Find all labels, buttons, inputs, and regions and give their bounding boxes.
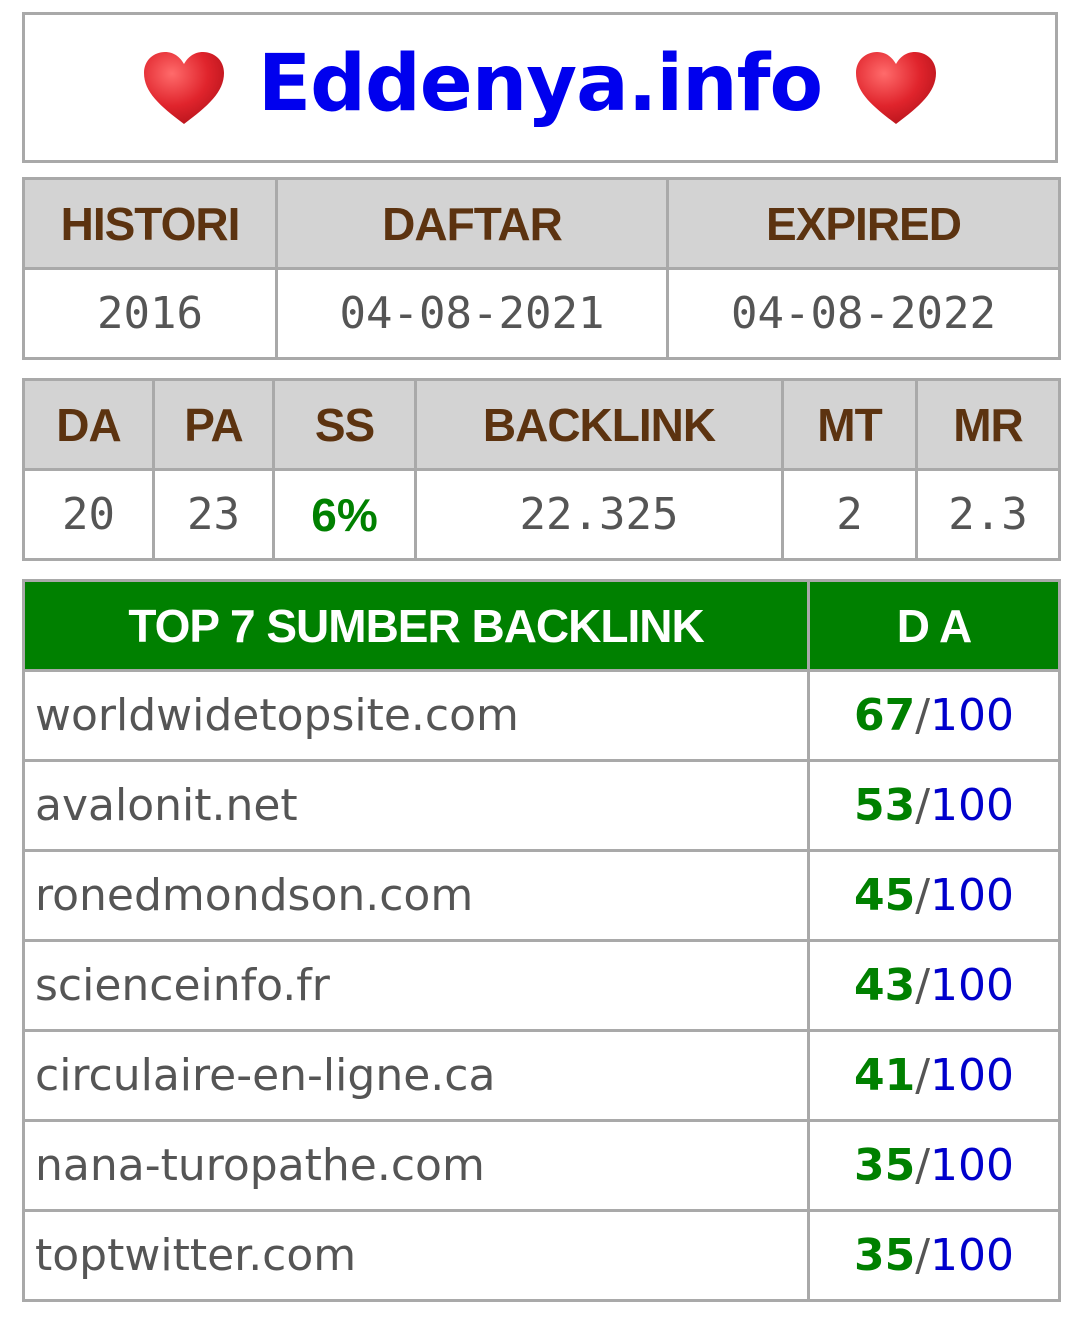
- table-row: toptwitter.com 35/100: [22, 1209, 1061, 1302]
- backlink-domain[interactable]: avalonit.net: [22, 759, 810, 852]
- header-mt: MT: [781, 378, 918, 471]
- table-row: circulaire-en-ligne.ca 41/100: [22, 1029, 1061, 1122]
- backlink-da: 43/100: [807, 939, 1061, 1032]
- metrics-value-row: 20 23 6% 22.325 2 2.3: [22, 468, 1061, 561]
- mr-value: 2.3: [915, 468, 1061, 561]
- da-separator: /: [915, 870, 931, 921]
- registration-value-row: 2016 04-08-2021 04-08-2022: [22, 267, 1061, 360]
- ss-value: 6%: [272, 468, 417, 561]
- da-score: 35: [853, 1140, 916, 1191]
- header-ss: SS: [272, 378, 417, 471]
- da-max: 100: [930, 780, 1015, 831]
- da-max: 100: [930, 1050, 1015, 1101]
- registration-header-row: HISTORI DAFTAR EXPIRED: [22, 177, 1061, 270]
- da-separator: /: [915, 1140, 931, 1191]
- backlink-da: 67/100: [807, 669, 1061, 762]
- da-max: 100: [930, 960, 1015, 1011]
- backlink-da: 41/100: [807, 1029, 1061, 1122]
- backlink-da: 53/100: [807, 759, 1061, 852]
- da-score: 41: [853, 1050, 916, 1101]
- backlink-da: 35/100: [807, 1209, 1061, 1302]
- header-daftar: DAFTAR: [275, 177, 669, 270]
- da-separator: /: [915, 690, 931, 741]
- backlink-domain[interactable]: ronedmondson.com: [22, 849, 810, 942]
- table-row: avalonit.net 53/100: [22, 759, 1061, 852]
- table-row: worldwidetopsite.com 67/100: [22, 669, 1061, 762]
- da-score: 53: [853, 780, 916, 831]
- da-max: 100: [930, 1140, 1015, 1191]
- da-value: 20: [22, 468, 155, 561]
- backlink-domain[interactable]: circulaire-en-ligne.ca: [22, 1029, 810, 1122]
- table-row: scienceinfo.fr 43/100: [22, 939, 1061, 1032]
- backlink-domain[interactable]: toptwitter.com: [22, 1209, 810, 1302]
- backlink-domain[interactable]: nana-turopathe.com: [22, 1119, 810, 1212]
- table-row: ronedmondson.com 45/100: [22, 849, 1061, 942]
- registration-table: HISTORI DAFTAR EXPIRED 2016 04-08-2021 0…: [22, 177, 1061, 360]
- metrics-header-row: DA PA SS BACKLINK MT MR: [22, 378, 1061, 471]
- da-separator: /: [915, 780, 931, 831]
- backlink-domain[interactable]: scienceinfo.fr: [22, 939, 810, 1032]
- table-row: nana-turopathe.com 35/100: [22, 1119, 1061, 1212]
- header-backlink: BACKLINK: [414, 378, 784, 471]
- da-separator: /: [915, 1050, 931, 1101]
- backlink-header-row: TOP 7 SUMBER BACKLINK D A: [22, 579, 1061, 672]
- mt-value: 2: [781, 468, 918, 561]
- metrics-table: DA PA SS BACKLINK MT MR 20 23 6% 22.325 …: [22, 378, 1061, 561]
- da-max: 100: [930, 1230, 1015, 1281]
- red-heart-icon: [852, 48, 940, 128]
- header-histori: HISTORI: [22, 177, 278, 270]
- header-mr: MR: [915, 378, 1061, 471]
- site-title[interactable]: Eddenya.info: [257, 38, 823, 129]
- backlink-da: 35/100: [807, 1119, 1061, 1212]
- backlink-sources-table: TOP 7 SUMBER BACKLINK D A worldwidetopsi…: [22, 579, 1061, 1302]
- da-score: 35: [853, 1230, 916, 1281]
- backlink-domain[interactable]: worldwidetopsite.com: [22, 669, 810, 762]
- da-separator: /: [915, 1230, 931, 1281]
- header-da: DA: [22, 378, 155, 471]
- header-domain-authority: D A: [807, 579, 1061, 672]
- da-score: 45: [853, 870, 916, 921]
- histori-value: 2016: [22, 267, 278, 360]
- da-score: 67: [853, 690, 916, 741]
- da-score: 43: [853, 960, 916, 1011]
- backlink-value: 22.325: [414, 468, 784, 561]
- red-heart-icon: [140, 48, 228, 128]
- backlink-da: 45/100: [807, 849, 1061, 942]
- pa-value: 23: [152, 468, 275, 561]
- header-backlink-source: TOP 7 SUMBER BACKLINK: [22, 579, 810, 672]
- da-max: 100: [930, 690, 1015, 741]
- daftar-value: 04-08-2021: [275, 267, 669, 360]
- header-expired: EXPIRED: [666, 177, 1061, 270]
- expired-value: 04-08-2022: [666, 267, 1061, 360]
- da-separator: /: [915, 960, 931, 1011]
- header-pa: PA: [152, 378, 275, 471]
- title-banner: Eddenya.info: [22, 12, 1058, 163]
- da-max: 100: [930, 870, 1015, 921]
